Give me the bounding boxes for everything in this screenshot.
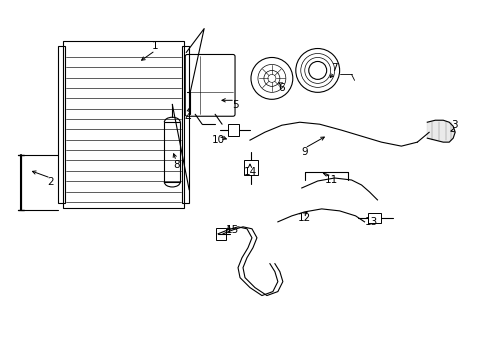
- Bar: [62, 41, 184, 208]
- Bar: [227, 124, 239, 136]
- Bar: [182, 45, 189, 203]
- Text: 8: 8: [173, 160, 179, 170]
- Text: 10: 10: [211, 135, 224, 145]
- Text: 6: 6: [278, 84, 285, 93]
- Text: 12: 12: [298, 213, 311, 223]
- Text: 3: 3: [450, 120, 457, 130]
- Bar: [58, 45, 64, 203]
- Text: 4: 4: [184, 113, 191, 123]
- Bar: [244, 160, 258, 175]
- Text: 13: 13: [364, 217, 377, 227]
- Bar: [216, 228, 225, 240]
- Text: 1: 1: [152, 41, 158, 50]
- Text: 15: 15: [225, 225, 238, 235]
- Text: 14: 14: [243, 167, 256, 177]
- Text: 7: 7: [331, 63, 337, 73]
- Text: 11: 11: [325, 175, 338, 185]
- Polygon shape: [427, 120, 454, 142]
- Bar: [164, 122, 180, 182]
- Text: 2: 2: [47, 177, 54, 187]
- Bar: [367, 213, 381, 223]
- Text: 9: 9: [301, 147, 307, 157]
- Text: 5: 5: [231, 100, 238, 110]
